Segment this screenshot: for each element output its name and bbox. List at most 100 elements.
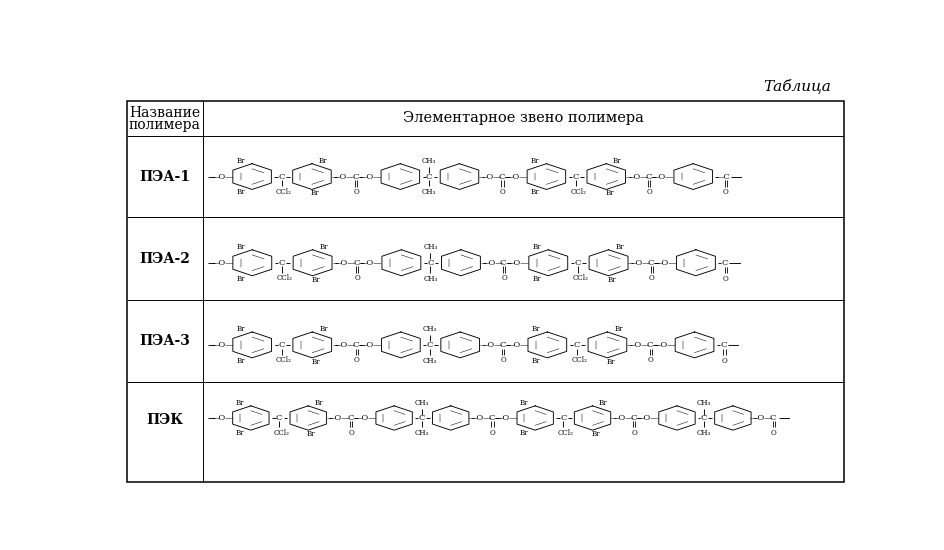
Text: CCl₂: CCl₂ xyxy=(277,274,293,282)
Text: O: O xyxy=(723,274,729,283)
Text: C: C xyxy=(561,414,566,422)
Text: —C: —C xyxy=(716,173,731,180)
Text: —O—: —O— xyxy=(479,173,502,180)
Text: C: C xyxy=(500,258,506,267)
Text: Br: Br xyxy=(236,429,244,437)
Text: CCl₂: CCl₂ xyxy=(276,188,292,196)
Text: Br: Br xyxy=(531,325,540,333)
Text: —O—: —O— xyxy=(480,258,504,267)
Text: ПЭК: ПЭК xyxy=(146,413,183,427)
Text: —O—: —O— xyxy=(480,341,503,349)
Text: —O—: —O— xyxy=(353,414,377,422)
Text: O: O xyxy=(648,356,653,365)
Text: O: O xyxy=(649,274,654,282)
Text: C: C xyxy=(720,341,727,349)
Text: —O—: —O— xyxy=(332,258,356,267)
Text: O: O xyxy=(499,188,505,196)
Text: —O—: —O— xyxy=(750,414,774,422)
Text: Название: Название xyxy=(129,106,200,120)
Text: Таблица: Таблица xyxy=(764,78,832,93)
Text: —O—: —O— xyxy=(495,414,518,422)
Text: Br: Br xyxy=(592,430,600,438)
Text: C: C xyxy=(575,258,582,267)
Text: Br: Br xyxy=(520,429,529,437)
Text: CH₃: CH₃ xyxy=(423,325,437,333)
Text: O: O xyxy=(490,428,496,437)
Text: CCl₂: CCl₂ xyxy=(558,428,574,437)
Text: Br: Br xyxy=(531,157,539,165)
Text: CCl₂: CCl₂ xyxy=(571,356,587,365)
Text: Br: Br xyxy=(531,357,540,365)
Text: —O—: —O— xyxy=(626,173,649,180)
Text: —O—: —O— xyxy=(628,258,651,267)
Text: O: O xyxy=(500,356,506,365)
Text: Br: Br xyxy=(615,325,623,333)
Text: Br: Br xyxy=(307,430,315,438)
Text: CCl₂: CCl₂ xyxy=(274,428,290,437)
Text: Br: Br xyxy=(320,243,329,251)
Text: CH₃: CH₃ xyxy=(697,399,711,407)
Text: —O—: —O— xyxy=(652,341,676,349)
Text: —O—: —O— xyxy=(627,341,650,349)
Text: полимера: полимера xyxy=(128,118,201,132)
Text: O: O xyxy=(354,356,360,365)
Text: C: C xyxy=(353,341,359,349)
Text: CCl₂: CCl₂ xyxy=(570,188,586,196)
Text: Br: Br xyxy=(532,274,541,283)
Text: CH₃: CH₃ xyxy=(423,274,438,283)
Text: Br: Br xyxy=(236,157,244,165)
Text: ПЭА-1: ПЭА-1 xyxy=(140,169,191,184)
Text: C: C xyxy=(488,414,495,422)
Text: Br: Br xyxy=(236,274,244,283)
Text: Br: Br xyxy=(236,399,244,407)
Text: —O—: —O— xyxy=(359,258,382,267)
Text: O: O xyxy=(348,428,354,437)
Text: C: C xyxy=(278,258,285,267)
Text: Br: Br xyxy=(598,399,607,407)
Text: —O—: —O— xyxy=(211,414,234,422)
Text: —O—: —O— xyxy=(211,173,234,180)
Text: Br: Br xyxy=(311,189,319,197)
Text: CH₃: CH₃ xyxy=(414,399,429,407)
Text: CH₃: CH₃ xyxy=(697,429,711,437)
Text: CH₃: CH₃ xyxy=(423,243,438,251)
Text: Br: Br xyxy=(531,188,539,196)
Text: C: C xyxy=(499,341,505,349)
Text: C: C xyxy=(722,258,728,267)
Text: O: O xyxy=(354,188,360,196)
Text: C: C xyxy=(427,341,433,349)
Text: Br: Br xyxy=(608,276,616,284)
Text: CH₃: CH₃ xyxy=(422,157,436,165)
Text: C: C xyxy=(573,173,580,180)
Text: Br: Br xyxy=(236,243,244,251)
Text: —O—: —O— xyxy=(653,258,677,267)
Text: O: O xyxy=(632,428,637,437)
Text: —O—: —O— xyxy=(211,341,234,349)
Text: O: O xyxy=(723,188,729,196)
FancyBboxPatch shape xyxy=(126,101,844,482)
Text: C: C xyxy=(276,414,282,422)
Text: CCl₂: CCl₂ xyxy=(572,274,588,282)
Text: Br: Br xyxy=(314,399,323,407)
Text: CH₃: CH₃ xyxy=(423,357,437,365)
Text: —O—: —O— xyxy=(332,173,356,180)
Text: C: C xyxy=(700,414,707,422)
Text: —O—: —O— xyxy=(359,341,382,349)
Text: —O—: —O— xyxy=(611,414,634,422)
Text: CCl₂: CCl₂ xyxy=(276,356,292,365)
Text: C: C xyxy=(769,414,776,422)
Text: —O—: —O— xyxy=(469,414,493,422)
Text: Br: Br xyxy=(312,358,320,366)
Text: C: C xyxy=(428,258,433,267)
Text: —O—: —O— xyxy=(504,173,528,180)
Text: Br: Br xyxy=(520,399,529,407)
Text: Элементарное звено полимера: Элементарное звено полимера xyxy=(403,111,644,125)
Text: O: O xyxy=(354,274,361,282)
Text: ПЭА-2: ПЭА-2 xyxy=(140,251,191,266)
Text: C: C xyxy=(648,258,654,267)
Text: C: C xyxy=(426,173,432,180)
Text: —O—: —O— xyxy=(505,341,529,349)
Text: C: C xyxy=(498,173,505,180)
Text: —O—: —O— xyxy=(651,173,675,180)
Text: C: C xyxy=(630,414,636,422)
